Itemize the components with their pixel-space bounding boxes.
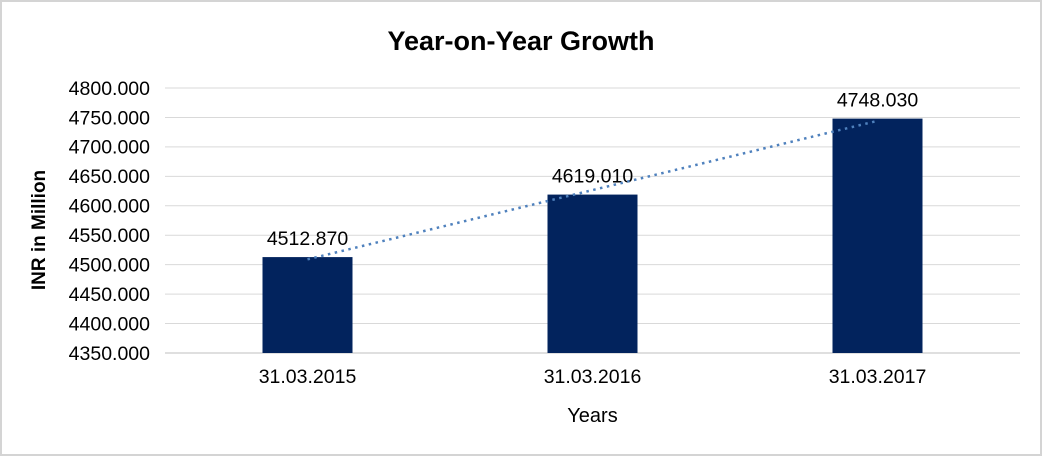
bar [547,194,638,353]
x-tick-label: 31.03.2015 [259,366,357,388]
bar-data-label: 4512.870 [267,228,348,250]
y-tick-label: 4800.000 [69,78,150,100]
bar-data-label: 4619.010 [552,166,633,188]
y-tick-label: 4500.000 [69,254,150,276]
bar [832,118,923,353]
y-tick-label: 4750.000 [69,107,150,129]
bar [262,257,353,353]
bar-data-label: 4748.030 [837,90,918,112]
x-tick-label: 31.03.2017 [829,366,927,388]
y-tick-label: 4650.000 [69,166,150,188]
y-tick-label: 4700.000 [69,137,150,159]
x-tick-label: 31.03.2016 [544,366,642,388]
x-axis-title: Years [567,405,618,427]
y-axis-title: INR in Million [29,169,50,291]
y-tick-label: 4400.000 [69,313,150,335]
y-tick-label: 4550.000 [69,225,150,247]
chart-title: Year-on-Year Growth [387,26,655,56]
y-tick-label: 4600.000 [69,196,150,218]
y-tick-label: 4450.000 [69,284,150,306]
y-tick-label: 4350.000 [69,343,150,365]
